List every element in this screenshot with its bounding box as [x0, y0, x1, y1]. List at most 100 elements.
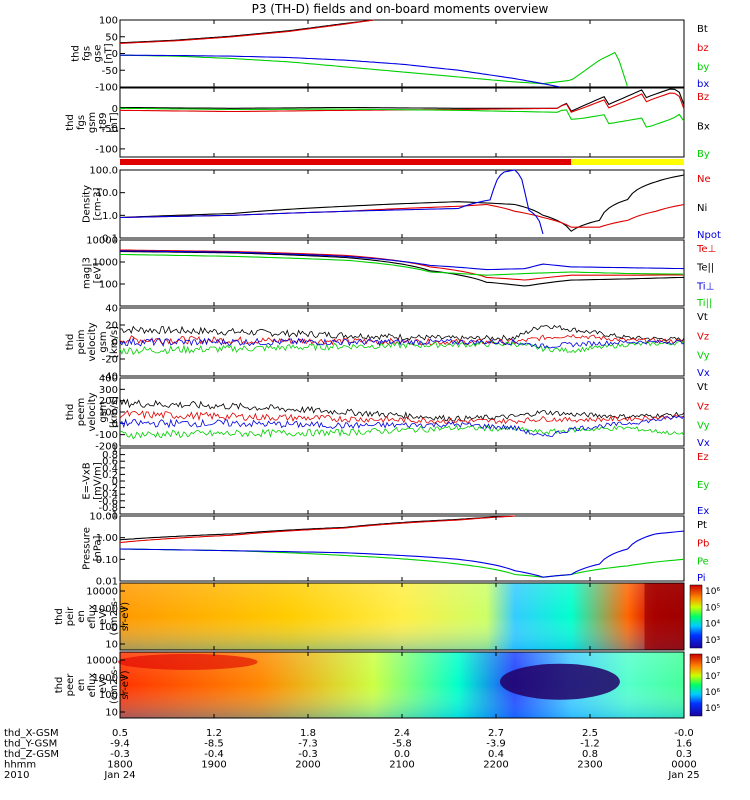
y-tick-label: 10.0 — [96, 188, 118, 199]
y-axis-label-line: [mV/m] — [93, 462, 104, 500]
panel-frame — [119, 377, 685, 447]
y-axis-label: thdpeemvelocitygsm[km/s] — [65, 392, 120, 431]
y-tick-label: -20 — [102, 355, 118, 366]
y-axis-label-line: [km/s] — [109, 326, 120, 358]
panel-pressure: 0.01 0.10 1.00 10.00 Pressure[nPa] Pt Pb Pe Pi — [82, 512, 710, 588]
panel-fgs_gse: -100 -50 0 50 100 thdfgsgse[nT] Bt bz by bx — [71, 16, 710, 94]
x-axis-value: 2.7 — [488, 728, 504, 739]
panel-frame — [119, 19, 685, 88]
colorbar-tick-label: 10⁸ — [705, 656, 720, 666]
legend-entry: Vt — [697, 312, 708, 323]
y-axis-label-line: E=-VxB — [82, 462, 93, 499]
y-axis-label-line: (cm2-s- — [109, 597, 120, 635]
colorbar — [689, 653, 703, 717]
y-tick-label: -200 — [95, 442, 118, 453]
y-tick-label: 0.4 — [102, 463, 118, 474]
y-tick-label: 0 — [112, 477, 118, 488]
y-axis-label-line: eflux — [87, 604, 98, 629]
y-axis-label-line: thd — [65, 334, 76, 351]
y-axis-label-line: gsm — [87, 112, 98, 133]
y-tick-label: 0.6 — [102, 457, 118, 468]
x-axis-value: 2000 — [295, 760, 320, 771]
x-axis-value: -1.2 — [580, 739, 600, 750]
y-axis-label: thdpeerenefluxeV/(cm2-s-sr-eV) — [54, 666, 131, 704]
y-tick-label: 1000 — [93, 258, 118, 269]
y-axis-label-line: velocity — [87, 322, 98, 361]
y-axis-label-line: [cm-3] — [93, 187, 104, 220]
y-tick-label: -0.8 — [98, 503, 118, 514]
legend-entry: Vz — [697, 401, 709, 412]
y-tick-label: 0.01 — [96, 577, 118, 588]
y-tick-label: 0.1 — [102, 234, 118, 245]
x-axis-table: thd_X-GSM 0.5 1.2 1.8 2.4 2.7 2.5 -0.0 thd_Y-GSM… — [4, 728, 700, 781]
series-line-By — [120, 107, 685, 128]
y-axis-label-line: -t89 — [98, 112, 109, 132]
x-axis-value: Jan 25 — [667, 770, 699, 781]
legend-entry: Pe — [697, 557, 709, 568]
legend-entry: Ey — [697, 480, 709, 491]
y-axis-label: thdpeimvelocitygsm[km/s] — [65, 322, 120, 361]
y-tick-label: 10000 — [86, 587, 118, 598]
x-axis-value: -0.0 — [674, 728, 694, 739]
x-axis-value: -0.4 — [204, 749, 224, 760]
mode-bar-red — [120, 159, 572, 165]
y-axis-label: thdfgsgsm-t89[nT] — [65, 112, 120, 133]
y-tick-label: -50 — [102, 66, 118, 77]
y-tick-label: 10.00 — [89, 512, 118, 523]
spectrogram-shade — [120, 583, 684, 650]
panel-temperature: 100 1000 10000 mag|3[eV] Te⊥ Te|| Ti⊥ Ti|| — [82, 236, 717, 310]
y-axis-label-line: thd — [54, 677, 65, 694]
y-tick-label: 10000 — [86, 236, 118, 247]
colorbar-tick-label: 10⁵ — [705, 603, 720, 613]
spectrogram-blob — [499, 663, 620, 700]
y-tick-label: -1 — [108, 510, 118, 521]
y-tick-label: -0.6 — [98, 496, 118, 507]
series-line-by — [119, 51, 629, 88]
legend-entry: Te|| — [696, 263, 714, 274]
x-axis-value: 1.8 — [300, 728, 316, 739]
legend-entry: bz — [697, 43, 709, 54]
legend-entry: Vy — [697, 351, 710, 362]
y-axis-label-line: Pressure — [82, 527, 93, 570]
panel-velocity_gsm_1: -40 -20 0 20 40 thdpeimvelocitygsm[km/s] Vt Vz V… — [65, 304, 710, 383]
x-axis-value: 2.5 — [582, 728, 598, 739]
series-line-Vy — [119, 340, 685, 355]
x-axis-value: 0.3 — [676, 749, 692, 760]
panel-frame — [119, 515, 685, 582]
legend-entry: Pb — [697, 538, 709, 549]
series-line-Ti|| — [120, 253, 685, 276]
y-tick-label: 0.8 — [102, 450, 118, 461]
legend-entry: Bz — [697, 92, 709, 103]
series-line-Vt — [119, 398, 685, 422]
y-axis-label-line: sr-eV) — [120, 670, 131, 699]
y-tick-label: 100 — [99, 280, 118, 291]
colorbar-tick-label: 10⁷ — [705, 672, 720, 682]
y-axis-label-line: thd — [71, 45, 82, 62]
series-line-Te⊥ — [119, 249, 684, 281]
colorbar — [689, 584, 703, 649]
y-axis-label: mag|3[eV] — [82, 257, 104, 289]
x-axis-value: -8.5 — [204, 739, 224, 750]
x-axis-row-label: thd_Z-GSM — [4, 749, 59, 760]
y-tick-label: 0.2 — [102, 470, 118, 481]
x-axis-value: -0.3 — [110, 749, 130, 760]
y-tick-label: 10 — [105, 640, 118, 651]
y-tick-label: 0 — [112, 419, 118, 430]
colorbar-tick-label: 10³ — [705, 636, 720, 646]
y-tick-label: 1000 — [93, 604, 118, 615]
y-axis-label-line: peem — [76, 398, 87, 426]
x-axis-value: 0000 — [671, 760, 696, 771]
mode-bar-yellow — [571, 159, 684, 165]
legend-entry: Npot — [697, 230, 721, 241]
x-axis-row-label: thd_Y-GSM — [4, 739, 57, 750]
series-line-Pb — [119, 515, 515, 544]
series-line-Bt — [119, 19, 374, 44]
x-axis-value: 0.0 — [394, 749, 410, 760]
y-axis-label-line: sr-eV) — [120, 602, 131, 631]
legend-entry: Pi — [697, 573, 706, 584]
y-axis-label-line: en — [76, 610, 87, 623]
legend-entry: Ti⊥ — [696, 281, 714, 292]
